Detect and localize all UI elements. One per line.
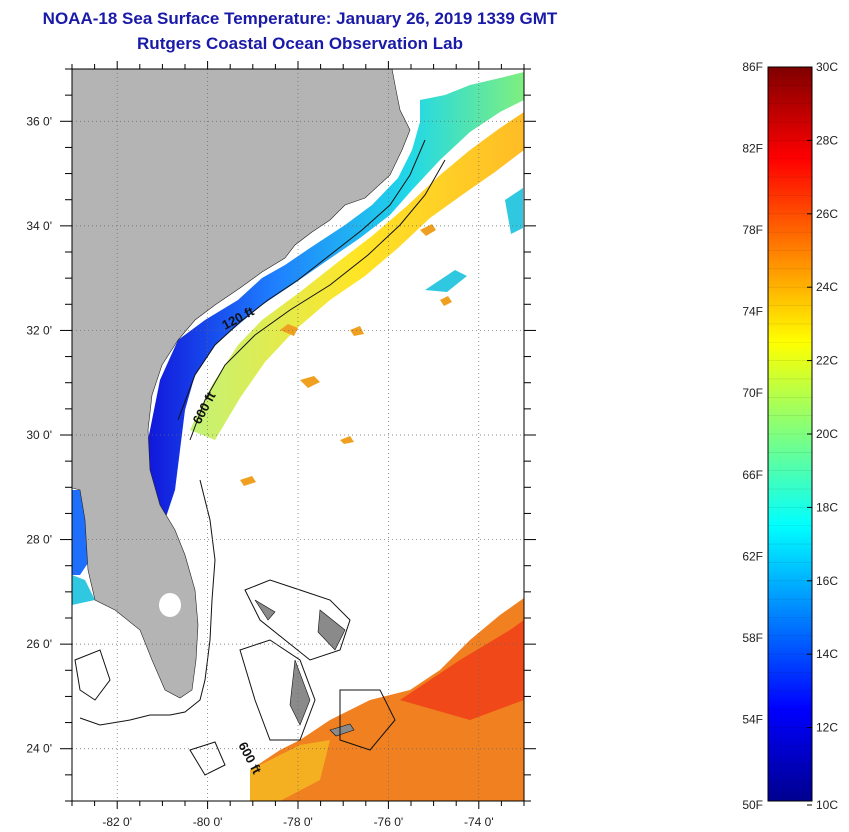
colorbar-f-label: 62F	[742, 549, 763, 563]
colorbar-f-label: 50F	[742, 798, 763, 812]
colorbar-f-label: 78F	[742, 223, 763, 237]
depth-contour-120ft	[177, 139, 426, 421]
lat-tick-label: 28 0'	[26, 533, 52, 547]
colorbar-c-label: 10C	[816, 798, 838, 812]
colorbar-c-label: 24C	[816, 280, 838, 294]
us-landmass	[72, 69, 411, 699]
gulf-water-edge	[72, 575, 95, 605]
colorbar-c-label: 28C	[816, 133, 838, 147]
colorbar-c-label: 12C	[816, 721, 838, 735]
colorbar-c-label: 30C	[816, 60, 838, 74]
lake-okeechobee	[159, 593, 181, 617]
lon-tick-label: -74 0'	[464, 815, 494, 829]
lat-tick-label: 30 0'	[26, 428, 52, 442]
colorbar-c-label: 16C	[816, 574, 838, 588]
colorbar-c-label: 20C	[816, 427, 838, 441]
depth-contour-600ft	[189, 159, 446, 441]
lat-tick-label: 32 0'	[26, 323, 52, 337]
sst-map	[72, 69, 524, 801]
colorbar-f-label: 74F	[742, 305, 763, 319]
colorbar-f-label: 70F	[742, 386, 763, 400]
lat-tick-label: 26 0'	[26, 637, 52, 651]
colorbar-c-label: 14C	[816, 647, 838, 661]
lat-tick-label: 24 0'	[26, 742, 52, 756]
lat-tick-label: 36 0'	[26, 114, 52, 128]
colorbar-c-label: 26C	[816, 207, 838, 221]
lon-tick-label: -76 0'	[374, 815, 404, 829]
bank-contours	[74, 579, 396, 776]
southern-hot-patch	[400, 620, 524, 720]
cool-patch	[425, 188, 523, 292]
colorbar-fahrenheit-labels: 86F 82F 78F 74F 70F 66F 62F 58F 54F 50F	[742, 60, 763, 812]
temperature-colorbar: 86F 82F 78F 74F 70F 66F 62F 58F 54F 50F 30C 28C 26C…	[742, 60, 838, 812]
colorbar-f-label: 82F	[742, 142, 763, 156]
map-subtitle: Rutgers Coastal Ocean Observation Lab	[137, 34, 463, 53]
florida-shelf-contour	[79, 479, 216, 726]
shelf-water	[140, 72, 524, 520]
map-ticks: -82 0' -80 0' -78 0' -76 0' -74 0' 36 0' 34 0'…	[26, 61, 536, 829]
colorbar-c-label: 22C	[816, 354, 838, 368]
gulf-stream-band	[190, 112, 524, 440]
colorbar-f-label: 58F	[742, 631, 763, 645]
colorbar-gradient	[767, 66, 813, 802]
map-frame	[71, 68, 525, 802]
lon-tick-label: -82 0'	[102, 815, 132, 829]
lon-tick-label: -78 0'	[283, 815, 313, 829]
colorbar-f-label: 66F	[742, 468, 763, 482]
map-grid	[72, 69, 524, 801]
lat-tick-label: 34 0'	[26, 219, 52, 233]
colorbar-c-label: 18C	[816, 500, 838, 514]
bahamas-islands	[254, 599, 355, 737]
colorbar-celsius-labels: 30C 28C 26C 24C 22C 20C 18C 16C 14C 12C 10C	[807, 60, 838, 812]
colorbar-stripes	[768, 85, 812, 783]
colorbar-f-label: 86F	[742, 60, 763, 74]
southern-yellow-patch	[250, 740, 330, 801]
lon-tick-label: -80 0'	[193, 815, 223, 829]
map-title: NOAA-18 Sea Surface Temperature: January…	[42, 9, 558, 28]
colorbar-f-label: 54F	[742, 712, 763, 726]
